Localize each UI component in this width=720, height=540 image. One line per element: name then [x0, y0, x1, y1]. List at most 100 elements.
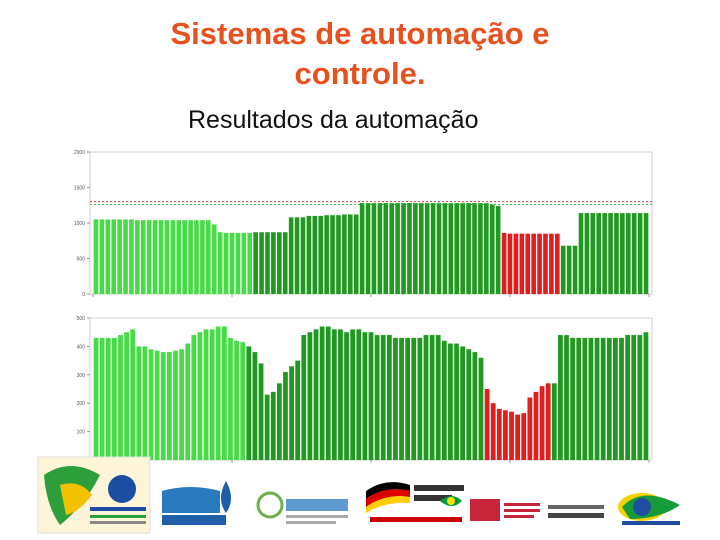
- bar: [130, 329, 136, 460]
- bar: [350, 329, 356, 460]
- bar: [608, 213, 613, 294]
- bar: [105, 219, 111, 294]
- bar: [312, 215, 318, 294]
- ministerio-logo: [548, 505, 604, 518]
- bar: [393, 337, 398, 460]
- bar: [448, 203, 454, 294]
- bar: [578, 213, 584, 294]
- bar: [342, 214, 347, 294]
- bar: [211, 224, 217, 294]
- bar: [501, 232, 507, 294]
- bar: [442, 203, 448, 294]
- bar: [99, 337, 105, 460]
- bar: [407, 203, 412, 294]
- giz-logo: [470, 499, 540, 521]
- bar: [93, 337, 99, 460]
- bar: [489, 204, 495, 294]
- bar: [551, 383, 557, 460]
- slide-subtitle: Resultados da automação: [188, 106, 479, 134]
- bar: [307, 332, 313, 460]
- bar: [240, 342, 246, 460]
- y-tick-label: 500: [77, 316, 86, 322]
- bar: [507, 233, 513, 294]
- bar: [176, 220, 182, 294]
- bar: [466, 349, 472, 460]
- y-tick-label: 400: [77, 344, 86, 350]
- bar: [549, 233, 554, 294]
- proeesa-logo: [256, 491, 348, 524]
- bar: [111, 219, 117, 294]
- bar: [241, 232, 247, 294]
- bar: [258, 363, 264, 460]
- bar: [411, 337, 417, 460]
- slide-title-line2: controle.: [294, 56, 426, 91]
- bar: [495, 205, 501, 294]
- bar: [423, 335, 429, 460]
- bar: [234, 340, 239, 460]
- bar: [374, 335, 380, 460]
- chart-bottom: 100 200 300 400 500: [77, 316, 653, 463]
- bar: [319, 326, 325, 460]
- bar: [277, 232, 282, 294]
- bar: [270, 391, 276, 460]
- bar: [135, 220, 140, 294]
- bar: [503, 410, 508, 460]
- bar: [496, 408, 502, 460]
- bar: [389, 203, 395, 294]
- bar: [460, 346, 466, 460]
- bar: [531, 233, 536, 294]
- bar: [566, 245, 572, 294]
- bar: [441, 340, 447, 460]
- bar: [93, 219, 99, 294]
- y-tick-label: 200: [77, 401, 86, 407]
- bar: [336, 215, 341, 294]
- bar: [362, 332, 368, 460]
- bar: [594, 337, 600, 460]
- bar: [359, 203, 365, 294]
- bar: [283, 371, 288, 460]
- bar: [99, 219, 105, 294]
- bar: [173, 350, 178, 460]
- bar: [164, 220, 170, 294]
- bar: [136, 346, 142, 460]
- bar: [537, 233, 542, 294]
- bar: [306, 215, 312, 294]
- y-tick-label: 100: [77, 430, 86, 436]
- bar: [436, 203, 442, 294]
- bar: [123, 219, 128, 294]
- bar: [430, 203, 436, 294]
- bar: [401, 203, 406, 294]
- bar: [460, 203, 465, 294]
- bar: [570, 337, 576, 460]
- bar: [413, 203, 418, 294]
- bar: [289, 366, 294, 460]
- bar: [519, 233, 525, 294]
- bar: [344, 332, 349, 460]
- bar: [158, 220, 164, 294]
- bar: [146, 220, 152, 294]
- bar: [140, 220, 146, 294]
- bar: [371, 203, 377, 294]
- slide-title-line1: Sistemas de automação e: [170, 16, 550, 51]
- bar: [614, 213, 619, 294]
- bar: [584, 213, 590, 294]
- bar: [525, 233, 531, 294]
- bar: [179, 349, 184, 460]
- bar: [625, 335, 630, 460]
- brasil-logo: [618, 493, 680, 525]
- bar: [215, 326, 221, 460]
- bar: [288, 217, 294, 294]
- bar: [454, 343, 459, 460]
- bar: [206, 220, 211, 294]
- bar: [521, 413, 527, 460]
- bar: [572, 245, 578, 294]
- bar: [405, 337, 411, 460]
- bar: [203, 329, 209, 460]
- bar: [533, 391, 539, 460]
- bar: [142, 346, 148, 460]
- bar: [365, 203, 371, 294]
- bar: [545, 383, 551, 460]
- bar: [253, 232, 258, 294]
- bar: [564, 335, 569, 460]
- bar: [271, 232, 276, 294]
